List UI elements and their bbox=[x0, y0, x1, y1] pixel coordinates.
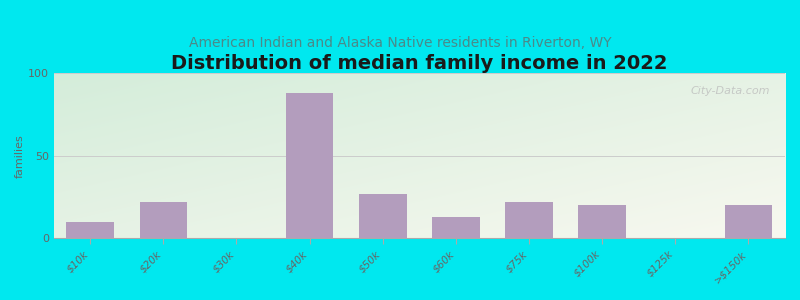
Bar bbox=[139, 202, 187, 238]
Bar bbox=[506, 202, 553, 238]
Y-axis label: families: families bbox=[15, 134, 25, 178]
Bar bbox=[286, 93, 334, 238]
Bar bbox=[725, 205, 772, 238]
Title: Distribution of median family income in 2022: Distribution of median family income in … bbox=[171, 54, 667, 73]
Text: American Indian and Alaska Native residents in Riverton, WY: American Indian and Alaska Native reside… bbox=[189, 36, 611, 50]
Bar bbox=[359, 194, 406, 238]
Bar bbox=[432, 217, 480, 238]
Bar bbox=[66, 222, 114, 238]
Text: City-Data.com: City-Data.com bbox=[691, 86, 770, 96]
Bar bbox=[578, 205, 626, 238]
